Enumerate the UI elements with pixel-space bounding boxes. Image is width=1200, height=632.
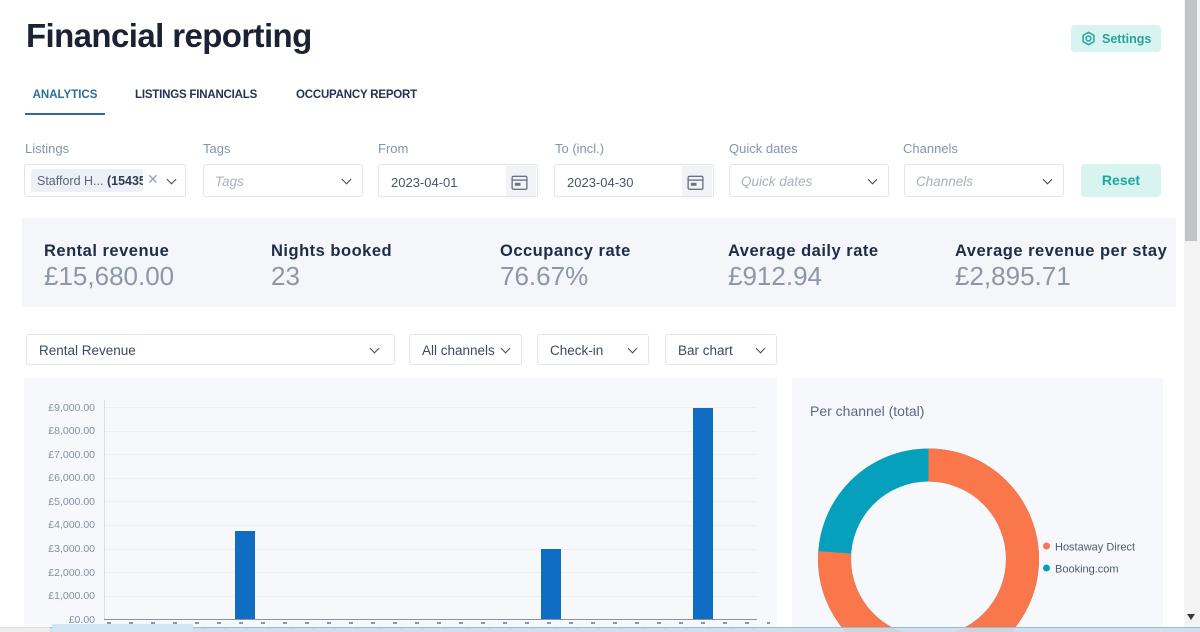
svg-text:Booking.com: Booking.com [1055, 564, 1119, 576]
svg-text:Hostaway Direct: Hostaway Direct [1055, 542, 1135, 554]
